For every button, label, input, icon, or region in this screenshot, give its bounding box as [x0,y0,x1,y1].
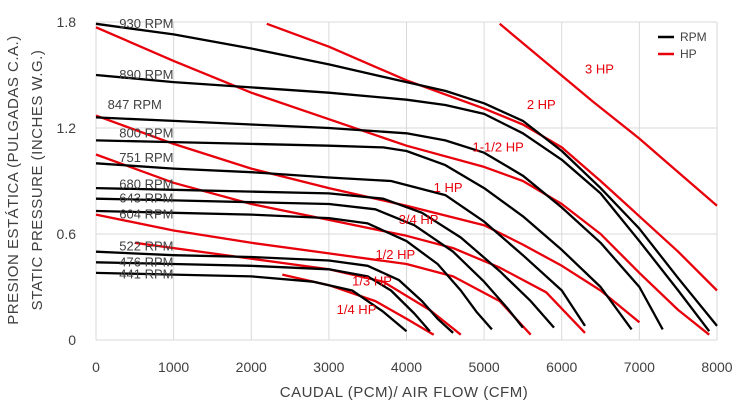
hp-curve [95,213,532,336]
y-axis-title-line1: PRESION ESTÁTICA (PULGADAS C.A.) [5,35,22,324]
rpm-label: 800 RPM [119,125,173,140]
rpm-curve [95,162,586,327]
hp-label: 1/4 HP [337,302,377,317]
rpm-label: 604 RPM [119,207,173,222]
x-tick-label: 5000 [469,359,500,375]
x-axis-title: CAUDAL (PCM)/ AIR FLOW (CFM) [280,384,528,401]
x-tick-label: 6000 [546,359,577,375]
x-tick-label: 4000 [391,359,422,375]
hp-label: 3/4 HP [399,212,439,227]
x-tick-label: 2000 [236,359,267,375]
y-tick-label: 0 [68,332,76,348]
rpm-label: 680 RPM [119,177,173,192]
hp-label: 1/2 HP [375,247,415,262]
rpm-label: 643 RPM [119,191,173,206]
rpm-curve [95,73,711,332]
x-tick-label: 3000 [313,359,344,375]
x-tick-label: 7000 [624,359,655,375]
rpm-curve [95,261,431,332]
hp-label: 3 HP [585,62,614,77]
rpm-label: 930 RPM [119,16,173,31]
hp-curve [95,114,641,324]
hp-curves [95,22,718,336]
rpm-label: 441 RPM [119,267,173,282]
rpm-label: 890 RPM [119,67,173,82]
hp-label: 1/3 HP [352,274,392,289]
x-tick-label: 0 [92,359,100,375]
hp-curve [498,22,718,207]
hp-curve [95,26,710,336]
y-axis-title-line2: STATIC PRESSURE (INCHES W.G.) [29,50,46,311]
rpm-curve [95,209,493,331]
rpm-curves [95,22,718,334]
rpm-curve [95,197,524,329]
y-tick-labels: 0 0.6 1.2 1.8 [57,14,77,348]
x-tick-label: 8000 [701,359,732,375]
hp-labels: 3 HP 2 HP 1-1/2 HP 1 HP 3/4 HP 1/2 HP 1/3 HP 1/… [337,62,614,317]
rpm-label: 522 RPM [119,238,173,253]
grid-lines [95,21,718,341]
x-tick-labels: 0 1000 2000 3000 4000 5000 6000 7000 8000 [92,359,733,375]
rpm-curve [95,22,718,327]
rpm-curve [95,250,454,334]
rpm-curve [95,139,633,331]
legend: RPM HP [658,30,707,61]
rpm-label: 476 RPM [119,254,173,269]
rpm-curve [95,271,408,333]
rpm-curve [95,186,555,329]
hp-label: 1 HP [434,180,463,195]
rpm-labels: 930 RPM 890 RPM 847 RPM 800 RPM 751 RPM 680 R… [108,16,174,282]
y-tick-label: 1.8 [57,14,77,30]
legend-hp-label: HP [680,47,697,61]
rpm-label: 751 RPM [119,150,173,165]
rpm-curve [95,116,664,330]
hp-label: 2 HP [527,97,556,112]
rpm-label: 847 RPM [108,97,162,112]
legend-rpm-label: RPM [680,30,707,44]
y-tick-label: 1.2 [57,120,77,136]
hp-label: 1-1/2 HP [472,139,523,154]
x-tick-label: 1000 [158,359,189,375]
y-tick-label: 0.6 [57,226,77,242]
